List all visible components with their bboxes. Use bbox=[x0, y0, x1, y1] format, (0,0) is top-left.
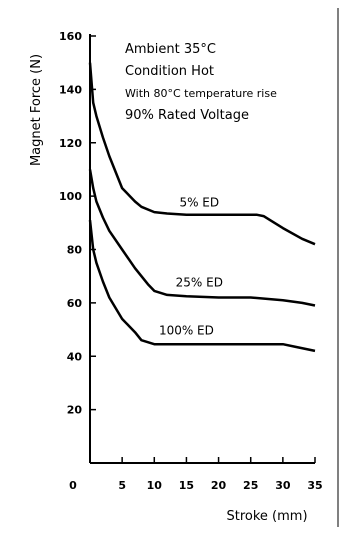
x-tick-label: 5 bbox=[118, 479, 126, 492]
y-tick-label: 20 bbox=[67, 404, 83, 417]
x-tick-label: 35 bbox=[307, 479, 322, 492]
series-line-2 bbox=[88, 169, 316, 307]
x-tick-label: 10 bbox=[147, 479, 163, 492]
y-tick-label: 60 bbox=[67, 297, 83, 310]
y-tick-label: 160 bbox=[59, 30, 82, 43]
series-label-2: 25% ED bbox=[176, 276, 223, 290]
y-tick-label: 100 bbox=[59, 190, 82, 203]
axes bbox=[89, 34, 316, 464]
annotation-condition: Condition Hot bbox=[125, 64, 214, 79]
series-line-1 bbox=[88, 62, 316, 246]
x-tick-label: 20 bbox=[211, 479, 227, 492]
y-tick-label: 140 bbox=[59, 83, 82, 96]
y-tick-label: 40 bbox=[67, 350, 83, 363]
annotation-ambient: Ambient 35°C bbox=[125, 42, 216, 57]
series-lines bbox=[88, 62, 316, 353]
x-tick-label: 30 bbox=[275, 479, 291, 492]
y-tick-label: 120 bbox=[59, 137, 82, 150]
series-label-3: 100% ED bbox=[159, 324, 214, 338]
x-tick-labels: 0 5 10 15 20 25 30 35 bbox=[69, 479, 322, 492]
x-tick-label: 25 bbox=[243, 479, 258, 492]
y-tick-label: 80 bbox=[67, 244, 83, 257]
condition-annotations: Ambient 35°C Condition Hot With 80°C tem… bbox=[125, 42, 277, 123]
y-axis-title: Magnet Force (N) bbox=[29, 54, 44, 166]
x-tick-label: 15 bbox=[179, 479, 194, 492]
x-axis-title: Stroke (mm) bbox=[226, 509, 307, 524]
x-tick-label: 0 bbox=[69, 479, 77, 492]
y-tick-labels: 20 40 60 80 100 120 140 160 bbox=[59, 30, 82, 417]
series-line-3 bbox=[88, 219, 316, 353]
series-labels: 5% ED 25% ED 100% ED bbox=[159, 195, 223, 337]
annotation-voltage: 90% Rated Voltage bbox=[125, 108, 249, 123]
series-label-1: 5% ED bbox=[179, 195, 219, 209]
annotation-temperature-rise: With 80°C temperature rise bbox=[125, 87, 277, 100]
